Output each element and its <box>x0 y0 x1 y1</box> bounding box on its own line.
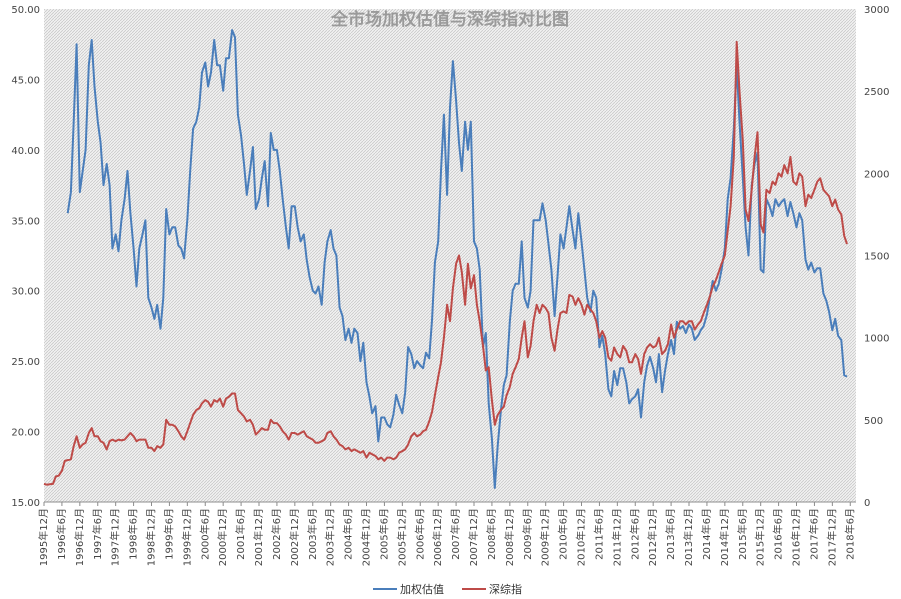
y-left-tick-label: 20.00 <box>11 428 40 439</box>
x-tick-label: 2009年12月 <box>539 508 552 566</box>
x-tick-label: 2005年12月 <box>395 508 408 566</box>
x-tick-label: 2016年6月 <box>772 508 785 560</box>
y-left-tick-label: 35.00 <box>11 216 40 227</box>
legend-label-pe: 加权估值 <box>400 583 444 596</box>
x-tick-label: 2005年6月 <box>377 508 390 560</box>
x-tick-label: 1998年6月 <box>127 508 140 560</box>
x-tick-label: 2001年6月 <box>234 508 247 560</box>
x-tick-label: 2004年12月 <box>360 508 373 566</box>
y-right-tick-label: 3000 <box>864 5 889 16</box>
y-left-tick-label: 25.00 <box>11 357 40 368</box>
x-tick-label: 1996年6月 <box>55 508 68 560</box>
x-tick-label: 2018年6月 <box>843 508 856 560</box>
x-tick-label: 2007年12月 <box>467 508 480 566</box>
series-line-szci <box>43 40 848 486</box>
y-right-tick-label: 2500 <box>864 87 889 98</box>
x-tick-label: 2016年12月 <box>790 508 803 566</box>
x-tick-label: 1997年6月 <box>91 508 104 560</box>
series-layer <box>43 29 848 489</box>
x-tick-label: 2012年6月 <box>628 508 641 560</box>
y-right-tick-label: 0 <box>864 498 870 509</box>
x-tick-label: 2011年6月 <box>592 508 605 560</box>
x-tick-label: 2010年6月 <box>557 508 570 560</box>
x-tick-label: 2002年6月 <box>270 508 283 560</box>
x-tick-label: 2008年6月 <box>485 508 498 560</box>
y-right-tick-label: 1000 <box>864 334 889 345</box>
x-tick-label: 2009年6月 <box>521 508 534 560</box>
x-tick-label: 2015年12月 <box>754 508 767 566</box>
y-left-tick-label: 50.00 <box>11 5 40 16</box>
x-tick-label: 2006年6月 <box>413 508 426 560</box>
x-tick-label: 2014年6月 <box>700 508 713 560</box>
x-tick-label: 1999年6月 <box>162 508 175 560</box>
x-tick-label: 2007年6月 <box>449 508 462 560</box>
x-tick-label: 1995年12月 <box>37 508 50 566</box>
x-tick-label: 2013年6月 <box>664 508 677 560</box>
legend-label-szci: 深综指 <box>489 582 522 596</box>
y-right-tick-label: 1500 <box>864 252 889 263</box>
x-tick-label: 2000年12月 <box>216 508 229 566</box>
y-right-tick-label: 2000 <box>864 169 889 180</box>
y-left-tick-label: 40.00 <box>11 146 40 157</box>
x-tick-label: 1996年12月 <box>73 508 86 566</box>
x-tick-label: 2008年12月 <box>503 508 516 566</box>
y-left-tick-label: 30.00 <box>11 287 40 298</box>
chart-title: 全市场加权估值与深综指对比图 <box>330 9 569 30</box>
x-tick-label: 1997年12月 <box>109 508 122 566</box>
legend: 加权估值 深综指 <box>373 582 522 596</box>
x-tick-label: 1999年12月 <box>180 508 193 566</box>
x-tick-label: 2012年12月 <box>646 508 659 566</box>
y-left-tick-label: 45.00 <box>11 75 40 86</box>
series-line-pe <box>66 29 848 489</box>
x-tick-label: 2011年12月 <box>610 508 623 566</box>
x-tick-label: 2010年12月 <box>575 508 588 566</box>
x-tick-label: 2001年12月 <box>252 508 265 566</box>
x-tick-label: 2006年12月 <box>431 508 444 566</box>
x-tick-label: 2014年12月 <box>718 508 731 566</box>
plot-area <box>44 9 856 502</box>
x-tick-label: 2017年6月 <box>807 508 820 560</box>
x-tick-label: 2004年6月 <box>342 508 355 560</box>
right-y-axis: 0 500 1000 1500 2000 2500 3000 <box>864 5 889 509</box>
y-right-tick-label: 500 <box>864 416 883 427</box>
x-axis: 1995年12月 1996年6月 1996年12月 1997年6月 1997年12月 19… <box>37 502 856 566</box>
x-tick-label: 2000年6月 <box>198 508 211 560</box>
x-tick-label: 2003年6月 <box>306 508 319 560</box>
x-tick-label: 2003年12月 <box>324 508 337 566</box>
left-y-axis: 15.00 20.00 25.00 30.00 35.00 40.00 45.00 50.00 <box>11 5 40 509</box>
y-left-tick-label: 15.00 <box>11 498 40 509</box>
x-tick-label: 2002年12月 <box>288 508 301 566</box>
x-tick-label: 2015年6月 <box>736 508 749 560</box>
x-tick-label: 1998年12月 <box>145 508 158 566</box>
x-tick-label: 2017年12月 <box>825 508 838 566</box>
x-tick-label: 2013年12月 <box>682 508 695 566</box>
